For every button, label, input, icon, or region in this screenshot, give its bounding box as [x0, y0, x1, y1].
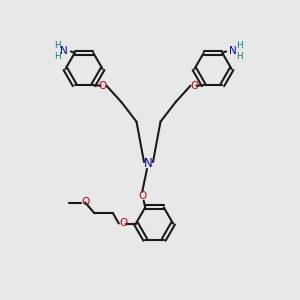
Text: H: H [54, 52, 61, 61]
Text: N: N [60, 46, 68, 56]
Text: O: O [81, 197, 89, 207]
Text: H: H [236, 52, 243, 61]
Text: O: O [190, 81, 199, 91]
Text: O: O [98, 81, 106, 91]
Text: H: H [236, 41, 243, 50]
Text: O: O [138, 191, 146, 201]
Text: O: O [119, 218, 128, 228]
Text: N: N [144, 157, 153, 170]
Text: H: H [54, 41, 61, 50]
Text: N: N [229, 46, 237, 56]
